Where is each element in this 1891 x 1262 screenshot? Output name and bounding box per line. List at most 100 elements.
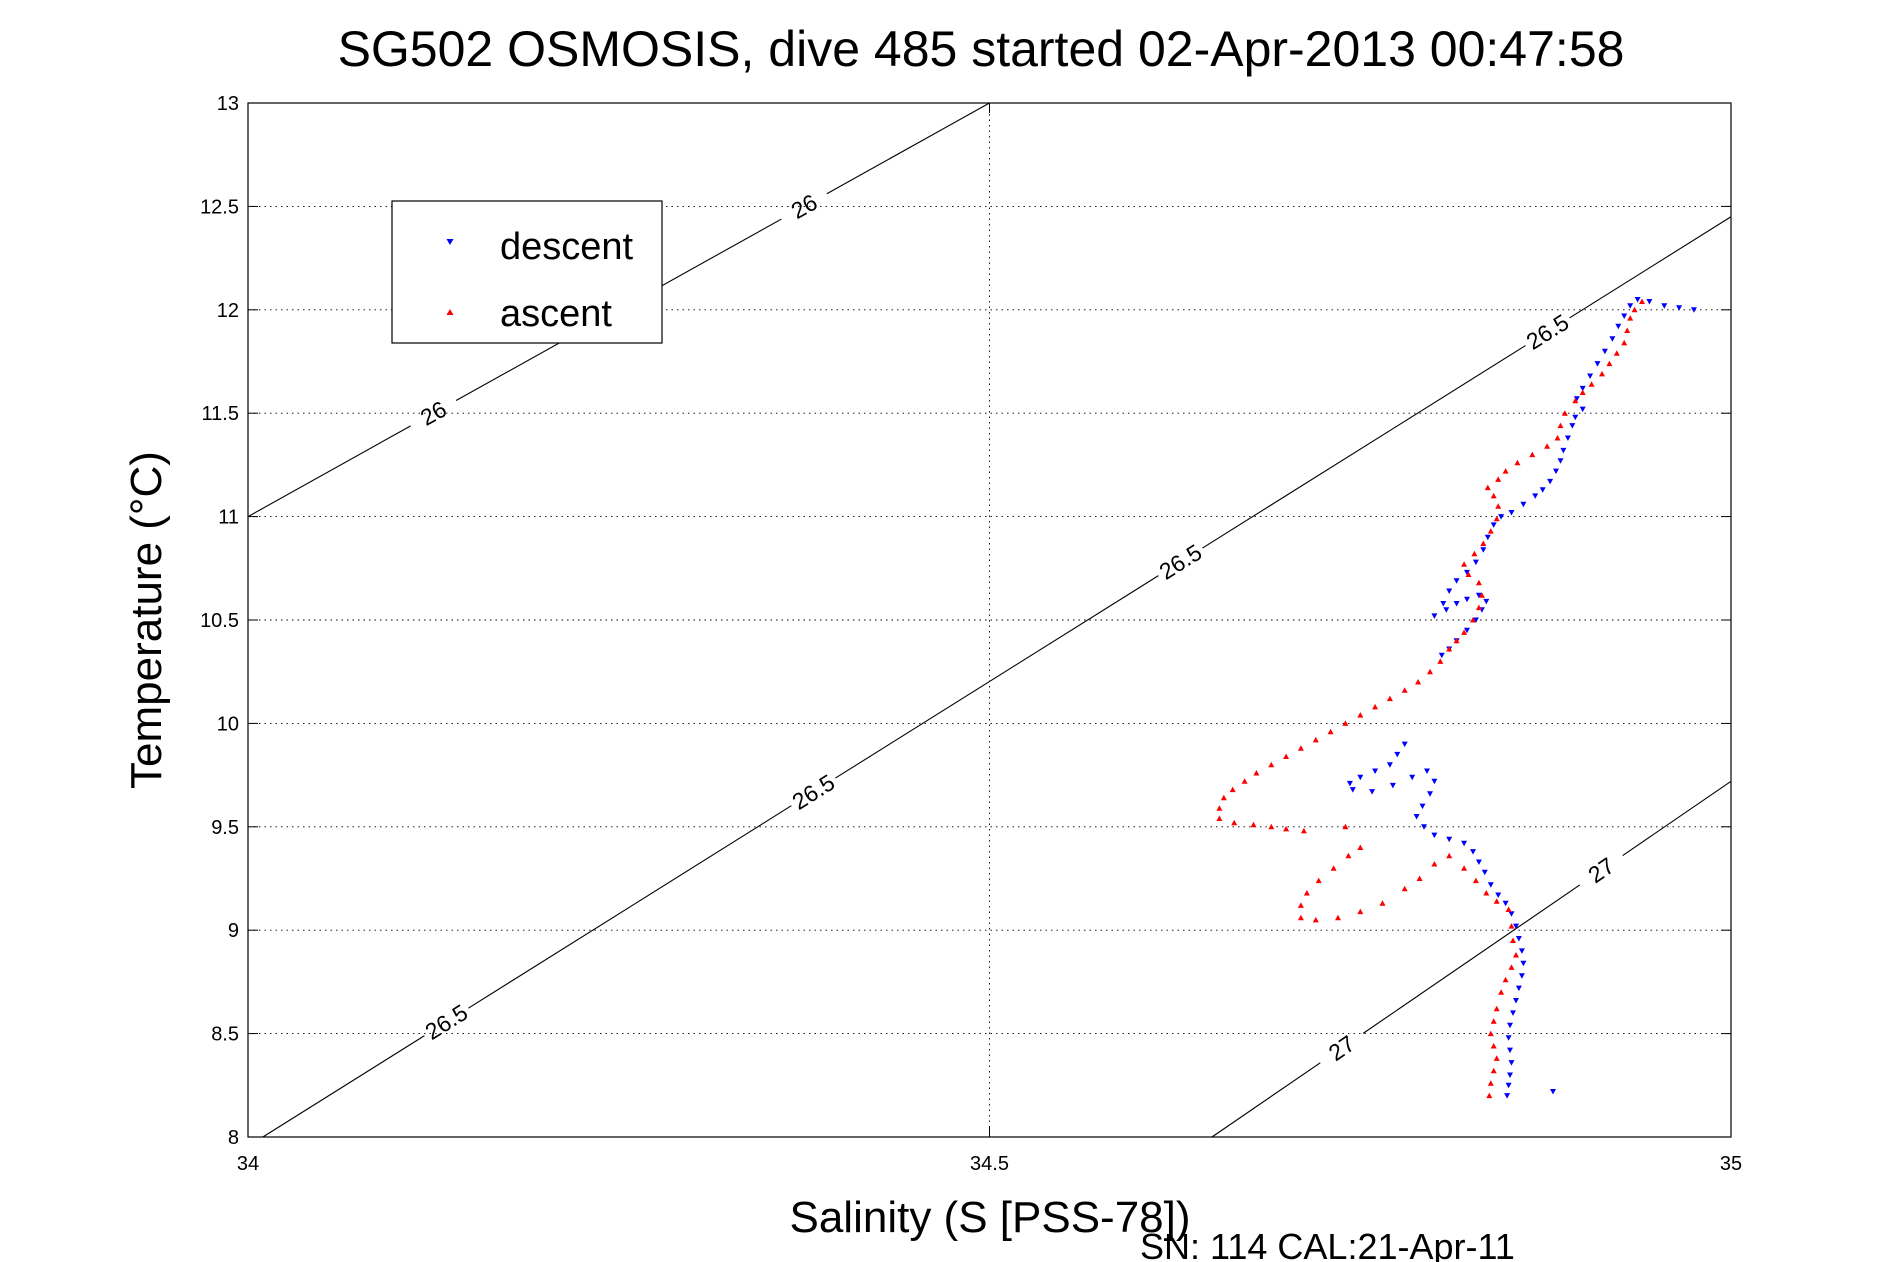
ascent-point (1461, 629, 1468, 635)
ascent-point (1627, 315, 1634, 321)
legend: descent ascent (391, 200, 663, 344)
ascent-point (1606, 360, 1613, 367)
descent-point (1502, 900, 1509, 907)
descent-point (1539, 487, 1546, 493)
ascent-point (1502, 468, 1509, 474)
descent-point (1475, 859, 1482, 865)
descent-point (1498, 514, 1505, 520)
ascent-point (1508, 923, 1515, 929)
descent-point (1507, 1072, 1513, 1078)
axis-ticks (247, 102, 1732, 1138)
descent-point (1349, 787, 1356, 793)
legend-box (391, 200, 663, 344)
descent-point (1609, 336, 1616, 342)
descent-point (1464, 627, 1470, 634)
descent-point (1627, 303, 1634, 309)
descent-point (1547, 478, 1554, 485)
ascent-point (1599, 370, 1605, 377)
ascent-point (1461, 561, 1468, 567)
legend-ascent-label: ascent (500, 293, 612, 335)
ascent-point (1472, 877, 1479, 884)
descent-point (1490, 522, 1497, 528)
descent-point (1487, 882, 1494, 888)
y-tick-label: 11.5 (202, 403, 239, 425)
descent-point (1481, 869, 1488, 876)
isopycnal-line-segment (468, 805, 792, 1009)
descent-point (1564, 435, 1571, 441)
y-tick-label: 9.5 (211, 817, 239, 839)
descent-point (1483, 598, 1490, 605)
ascent-point (1416, 875, 1423, 881)
ascent-point (1357, 712, 1364, 718)
descent-point (1579, 385, 1586, 392)
ascent-point (1486, 1092, 1493, 1099)
descent-point (1480, 547, 1487, 553)
descent-point (1587, 373, 1594, 379)
descent-point (1472, 617, 1479, 623)
ascent-point (1579, 389, 1586, 395)
descent-point (1518, 973, 1525, 979)
ascent-point (1490, 492, 1497, 499)
y-tick-label: 13 (217, 93, 239, 115)
ascent-point (1268, 761, 1275, 768)
ascent-point (1557, 422, 1564, 429)
x-tick-label: 34.5 (970, 1153, 1009, 1175)
ascent-point (1508, 964, 1515, 970)
descent-point (1472, 559, 1479, 566)
ascent-point (1480, 540, 1487, 546)
grid-lines (248, 103, 1731, 1137)
descent-point (1569, 423, 1576, 429)
ascent-point (1431, 861, 1438, 867)
ascent-point (1427, 668, 1433, 675)
descent-point (1676, 305, 1683, 311)
ascent-point (1241, 778, 1248, 784)
descent-point (1470, 849, 1476, 855)
descent-point (1505, 1035, 1512, 1041)
descent-point (1461, 840, 1468, 847)
descent-point (1475, 592, 1482, 599)
descent-point (1504, 1093, 1511, 1099)
isopycnal-line-segment (247, 425, 411, 518)
descent-series (1346, 297, 1697, 1099)
descent-point (1513, 923, 1519, 930)
ascent-point (1475, 579, 1482, 586)
ascent-point (1216, 805, 1223, 811)
ascent-point (1510, 937, 1516, 943)
ascent-point (1475, 604, 1482, 611)
y-axis-label: Temperature (°C) (122, 451, 171, 789)
ascent-point (1357, 908, 1364, 915)
ascent-point (1300, 827, 1307, 834)
isopycnal-lines (247, 102, 1732, 1138)
ascent-point (1588, 381, 1595, 387)
ascent-point (1613, 350, 1620, 356)
ascent-point (1446, 852, 1453, 859)
descent-point (1446, 836, 1453, 843)
ascent-point (1268, 823, 1275, 830)
descent-point (1572, 414, 1579, 421)
ascent-point (1297, 902, 1304, 908)
ascent-point (1401, 885, 1408, 892)
ascent-point (1493, 1055, 1500, 1061)
ascent-point (1639, 298, 1645, 304)
ascent-point (1502, 976, 1509, 983)
isopycnal-line-segment (1569, 216, 1732, 319)
descent-point (1560, 447, 1567, 454)
ascent-point (1465, 571, 1472, 577)
ascent-point (1498, 989, 1505, 995)
descent-point (1579, 406, 1586, 413)
descent-point (1515, 936, 1522, 942)
ascent-point (1312, 736, 1319, 743)
ascent-point (1372, 703, 1379, 710)
y-tick-label: 10.5 (200, 610, 239, 632)
y-tick-label: 11 (218, 507, 239, 529)
y-tick-label: 10 (217, 713, 239, 735)
descent-point (1661, 303, 1668, 309)
isopycnal-line-segment (1202, 345, 1526, 549)
descent-point (1346, 780, 1353, 787)
descent-point (1518, 948, 1525, 954)
descent-point (1615, 323, 1622, 330)
x-tick-label: 34 (237, 1153, 259, 1175)
ascent-point (1312, 916, 1319, 923)
ascent-point (1461, 865, 1468, 871)
